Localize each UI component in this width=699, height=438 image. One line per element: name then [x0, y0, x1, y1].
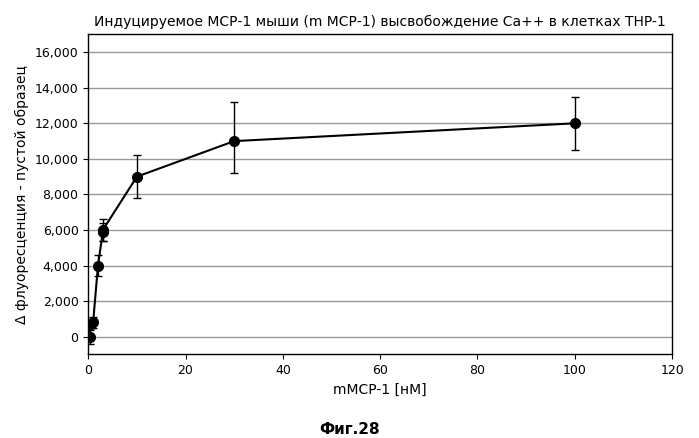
Y-axis label: Δ флуоресценция - пустой образец: Δ флуоресценция - пустой образец	[15, 65, 29, 324]
Text: Фиг.28: Фиг.28	[319, 422, 380, 437]
Title: Индуцируемое МСР-1 мыши (m МСР-1) высвобождение Ca++ в клетках THP-1: Индуцируемое МСР-1 мыши (m МСР-1) высвоб…	[94, 15, 666, 29]
X-axis label: mMCP-1 [нМ]: mMCP-1 [нМ]	[333, 383, 427, 397]
